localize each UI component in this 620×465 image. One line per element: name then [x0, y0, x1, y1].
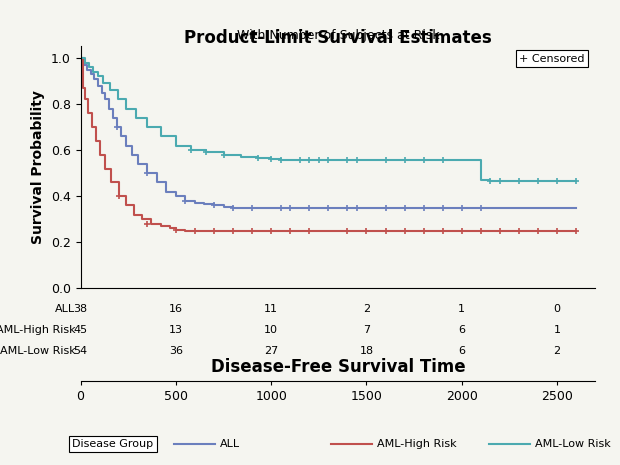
Text: 11: 11	[264, 304, 278, 314]
Text: 1: 1	[458, 304, 465, 314]
Text: AML-Low Risk: AML-Low Risk	[0, 346, 76, 356]
Title: Product-Limit Survival Estimates: Product-Limit Survival Estimates	[184, 28, 492, 46]
Text: ALL: ALL	[55, 304, 76, 314]
Text: AML-High Risk: AML-High Risk	[0, 325, 76, 335]
Text: 54: 54	[74, 346, 87, 356]
Text: 16: 16	[169, 304, 183, 314]
Text: 2: 2	[363, 304, 370, 314]
Text: 6: 6	[458, 346, 465, 356]
Text: 1: 1	[554, 325, 560, 335]
Text: 6: 6	[458, 325, 465, 335]
Text: 7: 7	[363, 325, 370, 335]
Text: Disease-Free Survival Time: Disease-Free Survival Time	[211, 358, 465, 376]
Text: 38: 38	[74, 304, 87, 314]
Text: 36: 36	[169, 346, 183, 356]
Text: 45: 45	[74, 325, 87, 335]
Text: 0: 0	[554, 304, 560, 314]
Text: Disease Group: Disease Group	[72, 439, 153, 449]
Text: 13: 13	[169, 325, 183, 335]
Y-axis label: Survival Probability: Survival Probability	[32, 91, 45, 244]
Text: 10: 10	[264, 325, 278, 335]
Text: ALL: ALL	[219, 439, 240, 449]
Text: 27: 27	[264, 346, 278, 356]
Text: + Censored: + Censored	[520, 54, 585, 64]
Text: 2: 2	[554, 346, 560, 356]
Text: AML-Low Risk: AML-Low Risk	[535, 439, 611, 449]
Text: AML-High Risk: AML-High Risk	[377, 439, 457, 449]
Text: 18: 18	[360, 346, 374, 356]
Text: With Number of Subjects at Risk: With Number of Subjects at Risk	[237, 29, 439, 42]
